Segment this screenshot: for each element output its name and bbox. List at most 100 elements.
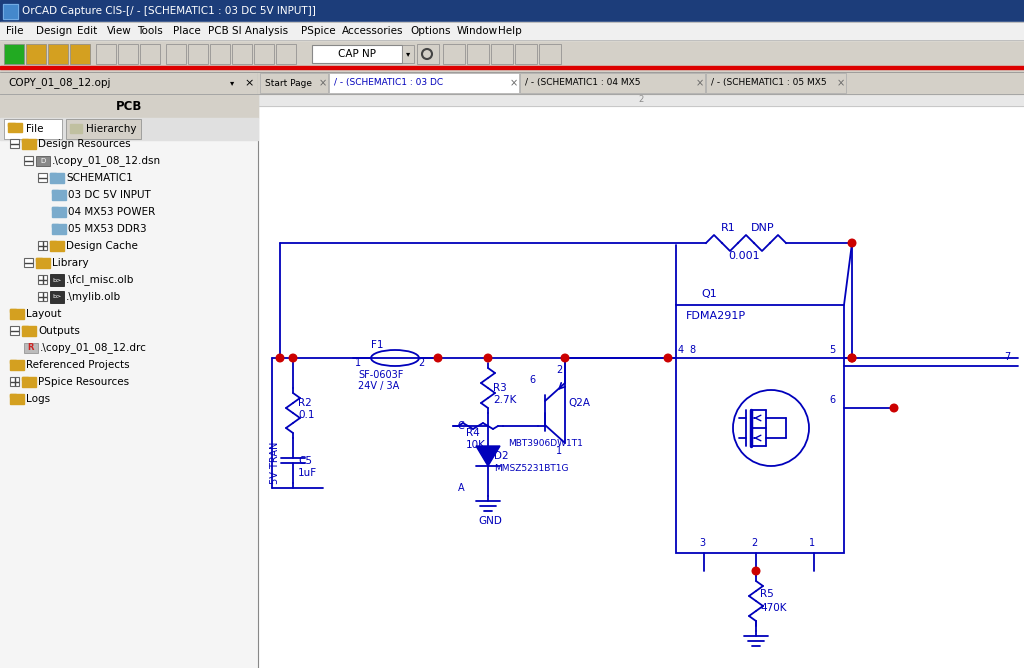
Text: Outputs: Outputs <box>38 326 80 336</box>
Text: Q2A: Q2A <box>568 398 590 408</box>
Bar <box>8 123 15 126</box>
Text: 1: 1 <box>355 358 361 368</box>
Bar <box>4 44 24 64</box>
Bar <box>36 258 50 268</box>
Text: MBT3906DW1T1: MBT3906DW1T1 <box>508 439 583 448</box>
Circle shape <box>665 354 672 362</box>
Bar <box>10 377 19 386</box>
Text: b>: b> <box>52 295 61 299</box>
Bar <box>66 119 141 139</box>
Bar <box>10 394 24 404</box>
Text: Options: Options <box>411 26 451 36</box>
Bar <box>26 44 46 64</box>
Bar <box>10 360 24 370</box>
Circle shape <box>890 404 898 411</box>
Bar <box>38 292 47 301</box>
Bar <box>38 173 47 182</box>
Polygon shape <box>476 446 500 466</box>
Circle shape <box>753 567 760 574</box>
Text: PSpice Resources: PSpice Resources <box>38 377 129 387</box>
Text: F1: F1 <box>371 340 384 350</box>
Bar <box>4 119 62 139</box>
Bar <box>52 207 58 210</box>
Text: Design: Design <box>36 26 72 36</box>
Bar <box>0 22 1024 40</box>
Text: SCHEMATIC1: SCHEMATIC1 <box>66 173 133 183</box>
Bar <box>666 233 1018 578</box>
Text: .\fcl_misc.olb: .\fcl_misc.olb <box>66 275 134 285</box>
Bar <box>10 360 16 363</box>
Text: View: View <box>106 26 132 36</box>
Text: Help: Help <box>498 26 522 36</box>
Text: C: C <box>458 421 465 431</box>
Text: C5: C5 <box>298 456 312 466</box>
Bar <box>539 44 561 64</box>
Text: COPY_01_08_12.opj: COPY_01_08_12.opj <box>8 77 111 88</box>
Text: 1uF: 1uF <box>298 468 317 478</box>
Text: Layout: Layout <box>26 309 61 319</box>
Text: / - (SCHEMATIC1 : 03 DC: / - (SCHEMATIC1 : 03 DC <box>334 79 446 88</box>
Bar <box>258 94 1024 668</box>
Bar <box>402 45 414 63</box>
Bar <box>22 377 36 387</box>
Bar <box>210 44 230 64</box>
Bar <box>10 394 16 397</box>
Text: ×: × <box>696 78 705 88</box>
Bar <box>10 326 19 335</box>
Bar <box>0 0 1024 22</box>
Text: R4: R4 <box>466 428 480 438</box>
Text: File: File <box>26 124 43 134</box>
Text: CAP NP: CAP NP <box>338 49 376 59</box>
Text: Q1: Q1 <box>701 289 717 299</box>
Bar <box>48 44 68 64</box>
Bar <box>232 44 252 64</box>
Bar <box>0 72 258 94</box>
Circle shape <box>484 354 492 362</box>
Bar <box>329 73 519 93</box>
Text: R3: R3 <box>493 383 507 393</box>
Bar <box>22 139 36 149</box>
Text: R: R <box>28 343 34 353</box>
Text: 6: 6 <box>829 395 836 405</box>
Circle shape <box>848 354 856 362</box>
Text: .\copy_01_08_12.drc: .\copy_01_08_12.drc <box>40 343 146 353</box>
Bar <box>51 275 63 285</box>
Bar <box>3 4 18 19</box>
Text: ▾: ▾ <box>406 49 411 59</box>
Bar <box>467 44 489 64</box>
Text: SF-0603F: SF-0603F <box>358 370 403 380</box>
Circle shape <box>434 354 441 362</box>
Circle shape <box>561 354 568 362</box>
Text: .\mylib.olb: .\mylib.olb <box>66 292 121 302</box>
Text: R2: R2 <box>298 398 311 408</box>
Bar <box>0 94 258 118</box>
Bar <box>50 241 56 244</box>
Bar <box>260 73 328 93</box>
Bar <box>38 275 47 284</box>
Bar <box>490 44 513 64</box>
Bar <box>22 139 28 142</box>
Text: Place: Place <box>172 26 201 36</box>
Bar <box>51 292 63 302</box>
Bar <box>50 173 63 183</box>
Bar <box>140 44 160 64</box>
Text: 03 DC 5V INPUT: 03 DC 5V INPUT <box>68 190 151 200</box>
Bar <box>417 44 439 64</box>
Bar <box>312 45 402 63</box>
Bar <box>3 4 18 19</box>
Bar <box>8 123 22 132</box>
Text: R1: R1 <box>721 223 736 233</box>
Bar <box>36 156 50 166</box>
Text: ×: × <box>510 78 518 88</box>
Bar <box>38 241 47 250</box>
Bar <box>22 377 28 380</box>
Text: Design Cache: Design Cache <box>66 241 138 251</box>
Text: 24V / 3A: 24V / 3A <box>358 381 399 391</box>
Text: 2: 2 <box>751 538 758 548</box>
Bar <box>118 44 138 64</box>
Bar <box>50 173 56 176</box>
Text: 3: 3 <box>699 538 706 548</box>
Text: PCB: PCB <box>116 100 142 112</box>
Text: 8: 8 <box>689 345 695 355</box>
Text: D2: D2 <box>494 451 509 461</box>
